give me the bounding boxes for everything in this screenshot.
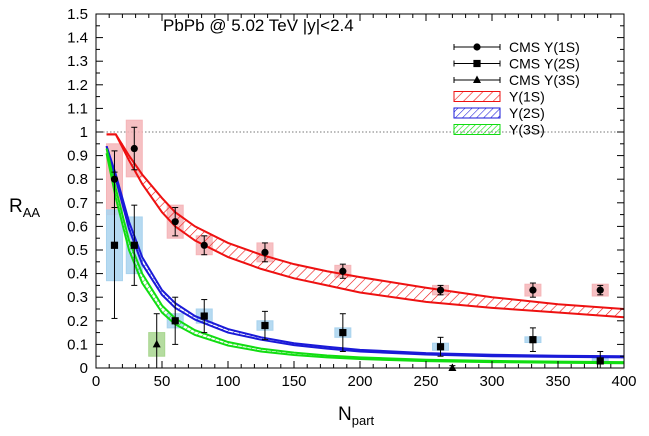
y-axis-title: RAA (9, 196, 40, 220)
data-point-square (529, 336, 537, 344)
data-point-square (110, 241, 119, 249)
data-point-circle (261, 248, 269, 256)
y-tick-label: 1.5 (67, 6, 88, 23)
y-tick-label: 0.2 (67, 313, 88, 330)
data-point-triangle (152, 339, 161, 348)
x-tick-labels: 0 50 100 150 200 250 300 350 400 (92, 373, 637, 390)
data-point-square (200, 312, 208, 320)
data-point-square (596, 357, 604, 365)
legend-item: CMS Υ(3S) (453, 72, 580, 88)
y-tick-label: 0.7 (67, 195, 88, 212)
y-tick-label: 0.6 (67, 218, 88, 235)
annotation: PbPb @ 5.02 TeV |y|<2.4 (163, 16, 354, 35)
x-tick-label: 300 (479, 373, 504, 390)
legend-item: CMS Υ(1S) (453, 39, 580, 55)
y-tick-label: 1.1 (67, 100, 88, 117)
legend-label: Υ(3S) (509, 122, 545, 138)
data-point-circle (529, 286, 537, 294)
x-axis-title: Npart (338, 404, 375, 428)
legend-label: CMS Υ(3S) (509, 72, 580, 88)
data-point-circle (130, 144, 138, 153)
x-tick-label: 150 (281, 373, 306, 390)
legend-item: CMS Υ(2S) (453, 56, 580, 72)
y-tick-label: 0.5 (67, 242, 88, 259)
legend-band-swatch (453, 91, 501, 102)
y-tick-label: 0.4 (67, 266, 88, 283)
band-lower-3 (105, 153, 625, 365)
legend-label: Υ(2S) (509, 105, 545, 121)
data-point-circle (171, 218, 179, 226)
data-point-circle (339, 267, 347, 275)
x-tick-label: 0 (92, 373, 100, 390)
y-tick-label: 1.2 (67, 77, 88, 94)
y-tick-label: 0.8 (67, 171, 88, 188)
data-point-circle (200, 241, 208, 249)
data-point-circle (110, 175, 119, 183)
band-fill-3 (106, 148, 624, 364)
y-tick-labels: 0 0.1 0.2 0.3 0.4 0.5 0.6 0.7 0.8 0.9 1 1.1 1.2 1.3 1.… (67, 6, 88, 377)
legend-band-swatch (453, 124, 501, 135)
legend-square-marker (473, 59, 481, 68)
legend-label: Υ(1S) (509, 89, 545, 105)
legend-item: Υ(2S) (453, 105, 545, 121)
band-fill-1 (106, 134, 624, 318)
x-tick-label: 400 (611, 373, 636, 390)
y-tick-label: 1 (80, 124, 88, 141)
x-tick-label: 350 (545, 373, 570, 390)
data-markers (110, 144, 604, 371)
legend-band-swatch (453, 107, 501, 119)
band-lower-1 (106, 133, 625, 319)
legend-triangle-marker (473, 75, 481, 83)
y-tick-label: 0.3 (67, 289, 88, 306)
band-upper-1 (106, 133, 625, 310)
y-tick-label: 1.4 (67, 30, 88, 47)
x-tick-label: 100 (215, 373, 240, 390)
y-tick-label: 0.9 (67, 148, 88, 165)
data-point-square (130, 241, 138, 249)
data-point-square (261, 321, 269, 330)
x-tick-label: 50 (154, 373, 171, 390)
legend-item: Υ(3S) (453, 122, 545, 138)
x-tick-label: 200 (347, 373, 372, 390)
y-tick-label: 0 (80, 360, 88, 377)
legend: CMS Υ(1S)CMS Υ(2S)CMS Υ(3S)Υ(1S)Υ(2S)Υ(3… (453, 39, 580, 138)
data-point-circle (436, 286, 445, 294)
data-point-circle (596, 286, 604, 294)
error-bars (111, 126, 604, 368)
data-point-square (339, 329, 347, 337)
y-tick-label: 1.3 (67, 53, 88, 70)
model-bands (105, 133, 625, 365)
legend-item: Υ(1S) (453, 89, 545, 105)
band-upper-3 (105, 148, 625, 364)
band-upper-2 (105, 145, 625, 358)
legend-label: CMS Υ(2S) (509, 56, 580, 72)
x-tick-label: 250 (413, 373, 438, 390)
data-point-square (436, 343, 445, 351)
legend-label: CMS Υ(1S) (509, 39, 580, 55)
data-point-square (171, 317, 179, 325)
y-tick-label: 0.1 (67, 336, 88, 353)
axis-ticks (95, 13, 625, 369)
legend-circle-marker (473, 43, 481, 51)
